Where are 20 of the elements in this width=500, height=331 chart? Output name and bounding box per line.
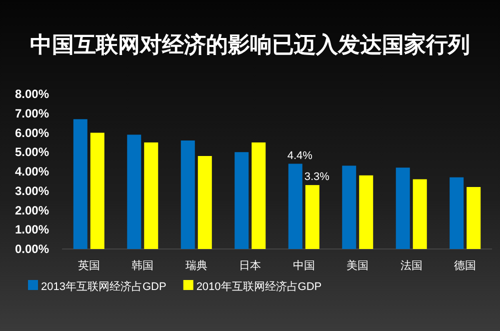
x-tick-label: 日本 <box>239 259 262 272</box>
y-tick-label: 0.00% <box>14 242 50 256</box>
y-tick-label: 2.00% <box>14 203 50 218</box>
y-tick-label: 7.00% <box>14 106 50 120</box>
data-label: 4.4% <box>287 150 313 162</box>
x-tick-label: 法国 <box>400 259 422 272</box>
x-tick-label: 瑞典 <box>185 259 208 272</box>
x-tick-label: 中国 <box>292 259 315 272</box>
chart-title: 中国互联网对经济的影响已迈入发达国家行列 <box>30 32 470 57</box>
y-tick-label: 3.00% <box>14 184 50 198</box>
y-tick-label: 8.00% <box>14 87 50 101</box>
x-tick-label: 英国 <box>78 259 100 272</box>
data-label: 3.3% <box>304 171 330 184</box>
y-tick-label: 1.00% <box>14 222 50 237</box>
y-tick-label: 6.00% <box>14 126 50 140</box>
x-tick-label: 德国 <box>454 260 476 272</box>
y-tick-label: 5.00% <box>14 145 50 160</box>
x-tick-label: 韩国 <box>132 259 154 272</box>
x-tick-label: 美国 <box>346 259 369 272</box>
y-tick-label: 4.00% <box>14 164 50 178</box>
